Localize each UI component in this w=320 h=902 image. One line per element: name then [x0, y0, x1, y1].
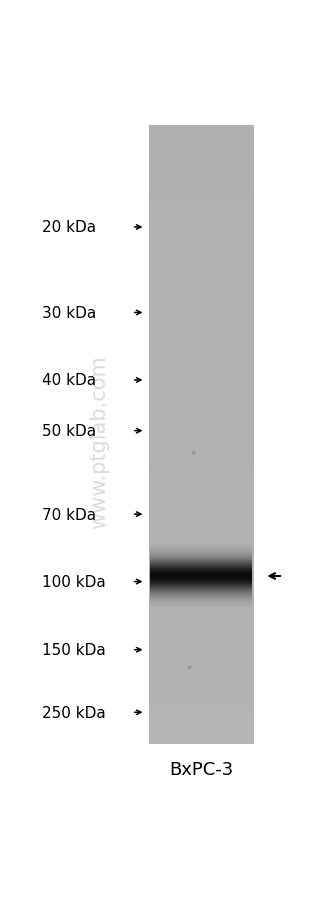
Text: 20 kDa: 20 kDa [43, 220, 97, 235]
Text: 250 kDa: 250 kDa [43, 705, 106, 720]
Text: 50 kDa: 50 kDa [43, 424, 97, 438]
Text: 150 kDa: 150 kDa [43, 642, 106, 658]
Text: BxPC-3: BxPC-3 [169, 760, 233, 778]
Bar [149, 125, 253, 744]
Text: 30 kDa: 30 kDa [43, 306, 97, 320]
Text: 40 kDa: 40 kDa [43, 373, 97, 388]
Text: www.ptglab.com: www.ptglab.com [90, 354, 109, 529]
Text: 100 kDa: 100 kDa [43, 575, 106, 589]
Text: 70 kDa: 70 kDa [43, 507, 97, 522]
